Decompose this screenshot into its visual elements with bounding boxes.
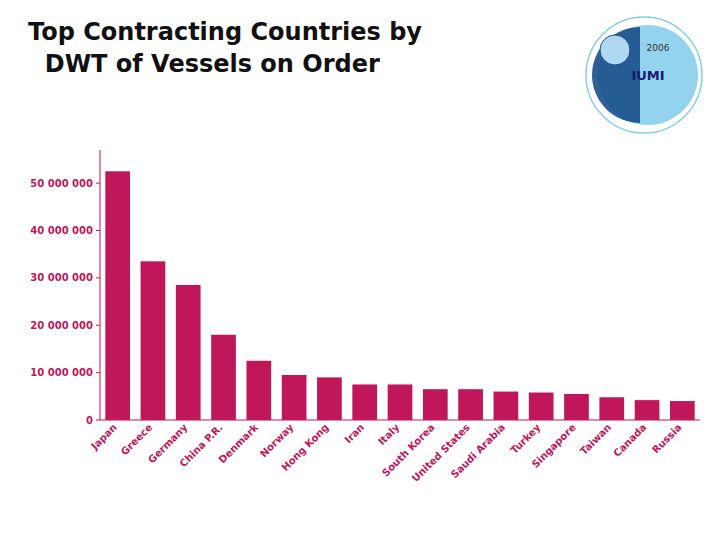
logo-ring bbox=[586, 17, 702, 133]
x-tick-label: Japan bbox=[88, 422, 119, 453]
y-tick-label: 0 bbox=[86, 415, 93, 426]
x-tick-label: Italy bbox=[376, 421, 402, 447]
y-tick-label: 20 000 000 bbox=[30, 320, 93, 331]
y-tick-label: 30 000 000 bbox=[30, 272, 93, 283]
x-tick-label: Saudi Arabia bbox=[449, 422, 508, 481]
x-tick-label: Iran bbox=[342, 422, 366, 446]
y-tick-label: 10 000 000 bbox=[30, 367, 93, 378]
y-tick bbox=[96, 183, 100, 184]
x-tick-label: Turkey bbox=[508, 421, 543, 456]
x-axis-line bbox=[100, 420, 700, 421]
bar bbox=[423, 389, 448, 420]
bar bbox=[141, 261, 166, 420]
chart: Top Contracting Countries by DWT of Vess… bbox=[0, 0, 720, 540]
subtitle: DWT of Vessels on Order bbox=[28, 50, 380, 78]
bar bbox=[494, 392, 519, 420]
x-tick-label: Taiwan bbox=[578, 422, 613, 457]
bar bbox=[599, 397, 624, 420]
title: Top Contracting Countries by bbox=[28, 18, 422, 46]
bar bbox=[352, 384, 377, 420]
bar bbox=[246, 361, 271, 420]
x-tick-label: Singapore bbox=[530, 421, 579, 470]
x-tick-label: Denmark bbox=[216, 421, 260, 465]
bars bbox=[105, 171, 694, 420]
bar bbox=[564, 394, 589, 420]
bar bbox=[211, 335, 236, 420]
bar bbox=[635, 400, 660, 420]
x-tick-label: China P.R. bbox=[177, 422, 225, 470]
annotation: 2006 bbox=[647, 43, 670, 53]
bar bbox=[317, 377, 342, 420]
logo-globe bbox=[600, 35, 630, 65]
x-tick-label: Hong Kong bbox=[279, 422, 330, 473]
y-tick bbox=[96, 325, 100, 326]
y-tick bbox=[96, 230, 100, 231]
y-tick-label: 40 000 000 bbox=[30, 225, 93, 236]
bar bbox=[670, 401, 695, 420]
x-tick-label: Russia bbox=[650, 422, 684, 456]
y-axis-line bbox=[100, 150, 101, 420]
y-tick bbox=[96, 372, 100, 373]
x-tick-label: Canada bbox=[611, 422, 648, 459]
logo: IUMI 2006 bbox=[586, 17, 702, 133]
annotation: IUMI bbox=[631, 68, 664, 83]
x-tick-label: United States bbox=[410, 422, 472, 484]
y-tick bbox=[96, 277, 100, 278]
bar bbox=[388, 384, 413, 420]
bar bbox=[176, 285, 201, 420]
bar bbox=[529, 393, 554, 420]
y-tick-label: 50 000 000 bbox=[30, 178, 93, 189]
y-tick bbox=[96, 420, 100, 421]
bar bbox=[458, 389, 483, 420]
bar bbox=[105, 171, 130, 420]
bar bbox=[282, 375, 307, 420]
x-tick-label: Greece bbox=[119, 421, 155, 457]
